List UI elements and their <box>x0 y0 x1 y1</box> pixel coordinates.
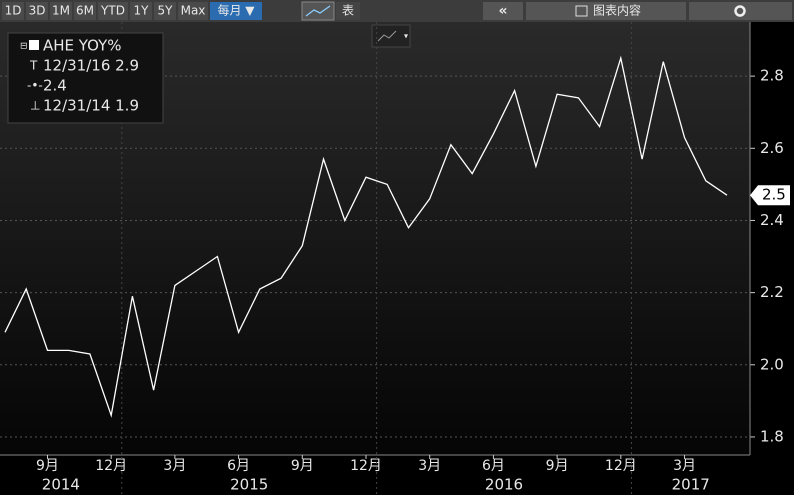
x-tick-label: 6月 <box>227 458 250 474</box>
range-label: 6M <box>76 4 94 18</box>
range-button[interactable] <box>50 2 72 20</box>
content-icon <box>575 5 588 17</box>
chart-icon <box>305 5 331 17</box>
settings-icon <box>734 5 746 17</box>
range-button[interactable] <box>74 2 96 20</box>
range-button[interactable] <box>98 2 128 20</box>
last-value-label: 2.5 <box>762 186 786 204</box>
toolbar-buttons: 1D 3D 1M 6M YTD 1Y 5Y Max 每月 ▼ <box>2 2 262 20</box>
legend-high: 12/31/16 2.9 <box>43 57 139 75</box>
marks: 2.5 <box>4 55 790 418</box>
y-tick-label: 1.8 <box>760 427 784 445</box>
range-label: 3D <box>29 4 46 18</box>
series-line <box>4 55 728 418</box>
range-button[interactable] <box>2 2 24 20</box>
x-tick-label: 12月 <box>605 458 637 474</box>
x-tick-label: 3月 <box>418 458 441 474</box>
chart-type-icon <box>377 30 397 42</box>
range-label: Max <box>181 4 206 18</box>
table-label: 表 <box>342 4 354 18</box>
x-tick-label: 12月 <box>95 458 127 474</box>
legend-average: 2.4 <box>43 77 67 95</box>
range-label: 1M <box>52 4 70 18</box>
x-tick-label: 12月 <box>350 458 382 474</box>
y-tick-label: 2.6 <box>760 139 784 157</box>
x-tick-label: 9月 <box>546 458 569 474</box>
legend-low-icon: ⊥ <box>30 99 40 113</box>
x-tick-label: 9月 <box>36 458 59 474</box>
legend-swatch <box>29 40 39 50</box>
period-label: 每月 ▼ <box>217 3 255 18</box>
y-tick-label: 2.4 <box>760 211 784 229</box>
content-label: 图表内容 <box>593 3 641 18</box>
range-label: 1Y <box>134 4 150 18</box>
y-tick-label: 2.2 <box>760 283 784 301</box>
y-tick-label: 2.8 <box>760 67 784 85</box>
range-label: 5Y <box>158 4 174 18</box>
x-group-label: 2014 <box>42 476 80 494</box>
range-button[interactable] <box>154 2 176 20</box>
grid: 1.8 2.0 2.2 2.4 2.6 2.8 9月 12月 3月 6月 9月 12月 3月 6月 9月 12… <box>0 22 784 495</box>
legend-average-icon: -•- <box>27 79 43 93</box>
x-tick-label: 6月 <box>482 458 505 474</box>
range-button[interactable] <box>130 2 152 20</box>
x-group-label: 2016 <box>485 476 523 494</box>
last-value-tag <box>750 185 790 206</box>
legend-low: 12/31/14 1.9 <box>43 97 139 115</box>
range-label: 1D <box>5 4 22 18</box>
content-button[interactable] <box>526 2 686 20</box>
y-tick-label: 2.0 <box>760 355 784 373</box>
chart-icon-button[interactable] <box>301 1 335 21</box>
range-label: YTD <box>100 4 125 18</box>
legend-high-icon: T <box>29 59 38 73</box>
x-group-label: 2017 <box>672 476 710 494</box>
table-button[interactable] <box>336 2 360 20</box>
legend-series: AHE YOY% <box>43 37 122 55</box>
dropdown-arrow: ▾ <box>404 32 408 41</box>
period-button[interactable] <box>210 2 262 20</box>
x-group-label: 2015 <box>230 476 268 494</box>
collapse-button[interactable] <box>483 2 523 20</box>
x-tick-label: 3月 <box>673 458 696 474</box>
x-tick-label: 3月 <box>163 458 186 474</box>
legend-toggle: ⊟ <box>20 42 28 52</box>
x-tick-label: 9月 <box>291 458 314 474</box>
collapse-icon: « <box>498 3 507 19</box>
settings-button[interactable] <box>689 2 792 20</box>
range-button[interactable] <box>178 2 208 20</box>
range-button[interactable] <box>26 2 48 20</box>
